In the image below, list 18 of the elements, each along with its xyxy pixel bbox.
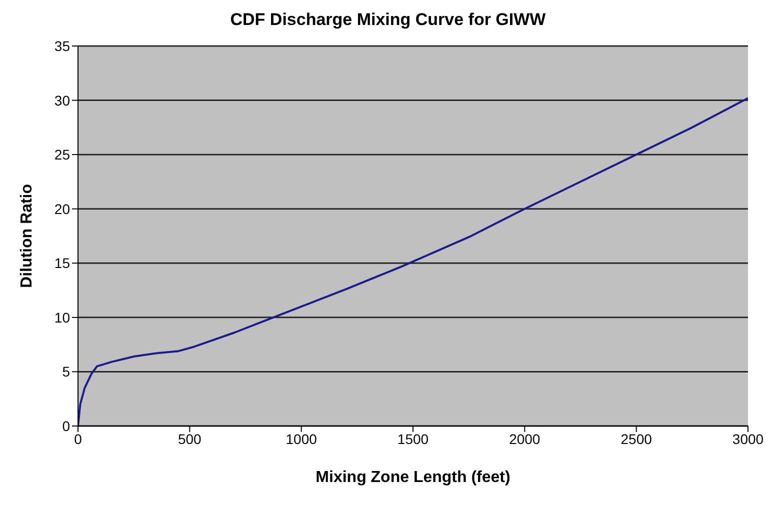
x-axis-title: Mixing Zone Length (feet) (316, 469, 510, 486)
y-tick-label: 0 (62, 418, 70, 434)
y-tick-label: 35 (54, 38, 70, 54)
x-tick-label: 0 (74, 430, 82, 447)
x-tick-label: 2000 (509, 430, 540, 447)
y-tick-label: 30 (54, 92, 70, 108)
x-tick-label: 1500 (397, 430, 429, 447)
x-tick-label: 1000 (286, 430, 318, 447)
y-axis-title: Dilution Ratio (18, 184, 36, 288)
y-tick-label: 5 (62, 364, 70, 380)
y-tick-label: 10 (54, 309, 70, 326)
y-tick-label: 25 (54, 146, 70, 163)
y-tick-label: 20 (54, 200, 70, 217)
x-tick-label: 3000 (732, 430, 764, 447)
x-tick-label: 2500 (620, 430, 652, 447)
x-tick-label: 500 (178, 430, 202, 447)
chart-title: CDF Discharge Mixing Curve for GIWW (229, 10, 547, 31)
y-tick-label: 15 (54, 255, 70, 272)
